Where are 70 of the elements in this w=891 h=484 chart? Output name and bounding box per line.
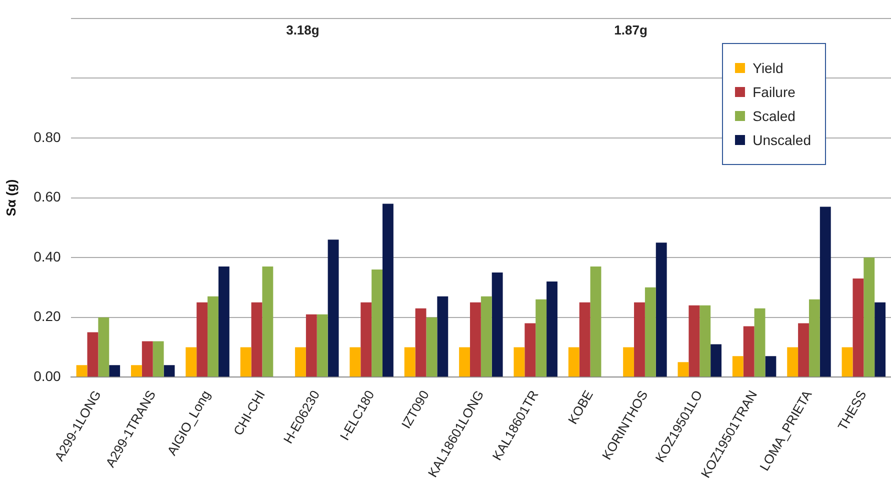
bar	[864, 258, 875, 377]
bar	[350, 347, 361, 377]
bar	[732, 356, 744, 377]
bar	[76, 365, 88, 377]
y-tick-label: 0.60	[34, 188, 62, 205]
bar	[644, 287, 656, 377]
bar	[765, 356, 776, 377]
bar	[470, 302, 481, 377]
bar	[590, 266, 602, 377]
legend-label: Failure	[752, 84, 796, 100]
bar	[568, 347, 580, 377]
legend-label: Unscaled	[752, 132, 811, 148]
bar	[295, 347, 306, 377]
bar	[152, 341, 164, 377]
y-tick-label: 0.20	[34, 308, 62, 324]
bar	[492, 272, 503, 377]
bar	[710, 344, 722, 377]
bar	[852, 278, 864, 377]
bar	[700, 305, 711, 377]
bar	[524, 323, 536, 377]
bar	[130, 365, 142, 377]
y-axis-title: Sα (g)	[3, 179, 18, 216]
annotation: 3.18g	[286, 22, 320, 38]
bar	[426, 317, 438, 377]
bar	[208, 296, 218, 377]
bar	[480, 296, 492, 377]
bar	[372, 269, 383, 377]
bar	[634, 302, 645, 377]
bar	[874, 302, 886, 377]
bar	[808, 299, 820, 377]
bar	[546, 281, 558, 377]
bar	[842, 347, 853, 377]
y-tick-label: 0.80	[34, 128, 62, 145]
bar	[798, 323, 809, 377]
legend-label: Yield	[752, 60, 784, 76]
bar	[109, 365, 120, 377]
y-tick-label: 0.00	[34, 368, 62, 384]
bar	[306, 314, 317, 377]
bar	[623, 347, 634, 377]
bar	[164, 365, 175, 377]
bar	[459, 347, 470, 377]
bar	[415, 308, 426, 377]
bar	[218, 266, 230, 377]
bar	[186, 347, 197, 377]
bar	[678, 362, 689, 377]
bar	[142, 341, 153, 377]
bar	[536, 299, 547, 377]
annotation: 1.87g	[614, 22, 648, 38]
bar	[437, 296, 448, 377]
bar	[262, 266, 274, 377]
bar	[316, 314, 328, 377]
bar	[98, 317, 110, 377]
bar	[251, 302, 262, 377]
bar	[404, 347, 416, 377]
bar	[360, 302, 372, 377]
bar	[87, 332, 98, 377]
bar	[579, 302, 590, 377]
bar	[656, 242, 667, 377]
bar	[820, 206, 831, 377]
bar	[196, 302, 208, 377]
bar	[743, 326, 754, 377]
bar	[787, 347, 798, 377]
legend-label: Scaled	[752, 108, 796, 124]
bar	[754, 308, 766, 377]
bar	[688, 305, 700, 377]
y-tick-label: 0.40	[34, 248, 62, 264]
bar	[328, 240, 339, 377]
bar	[514, 347, 525, 377]
bar	[240, 347, 252, 377]
bar	[382, 204, 394, 377]
